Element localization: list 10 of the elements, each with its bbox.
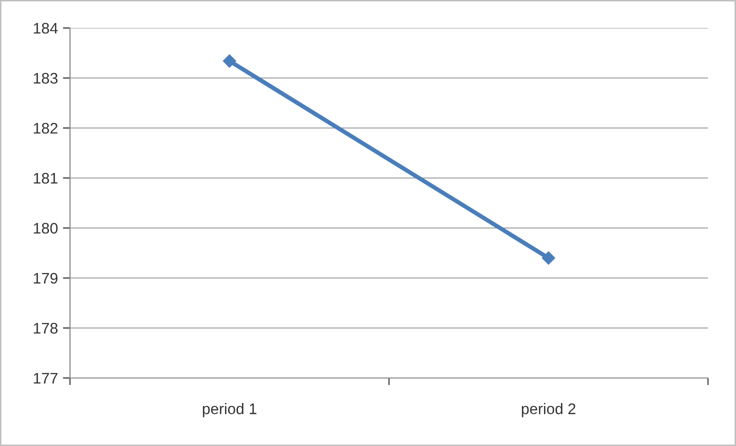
y-tick-label: 177 bbox=[34, 373, 58, 384]
y-tick-label: 182 bbox=[34, 122, 58, 134]
x-tick-label: period 2 bbox=[522, 403, 576, 418]
y-tick-label: 184 bbox=[34, 22, 58, 34]
y-tick-label: 183 bbox=[34, 72, 58, 84]
y-tick-label: 181 bbox=[34, 172, 58, 184]
y-tick-label: 180 bbox=[34, 222, 58, 234]
y-tick-label: 178 bbox=[34, 322, 58, 334]
x-tick-label: period 1 bbox=[202, 403, 256, 418]
y-tick-label: 179 bbox=[34, 272, 58, 284]
